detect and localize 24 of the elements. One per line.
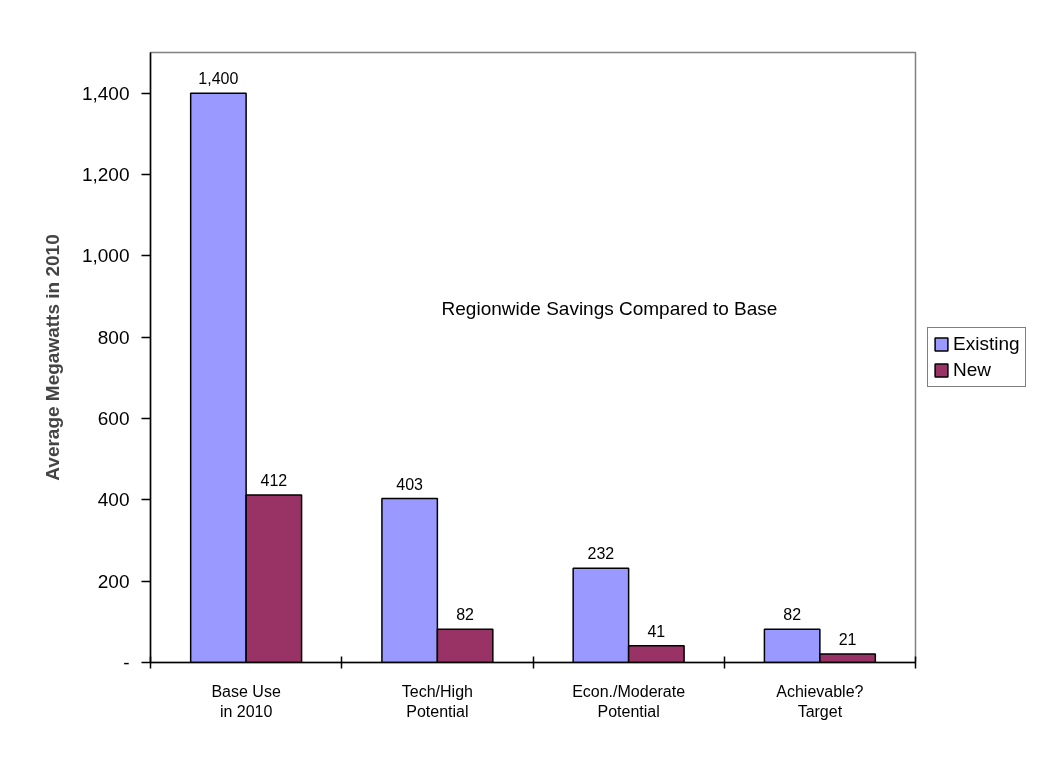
y-axis-title: Average Megawatts in 2010 xyxy=(41,234,63,481)
y-tick-label: 400 xyxy=(97,489,130,511)
data-label: 1,400 xyxy=(198,70,239,88)
y-tick-label: 600 xyxy=(97,408,130,429)
data-label: 82 xyxy=(783,606,802,624)
x-tick-label: Econ./Moderate Potential xyxy=(572,682,686,720)
annotation: Regionwide Savings Compared to Base xyxy=(441,298,778,320)
legend-label: New xyxy=(953,359,992,381)
y-tick-label: 200 xyxy=(97,570,130,592)
legend-label: Existing xyxy=(953,333,1020,355)
data-label: 41 xyxy=(647,622,666,640)
y-tick-label: 1,400 xyxy=(81,82,130,104)
x-tick-label: Achievable? Target xyxy=(776,682,864,720)
x-tick-label: Tech/High Potential xyxy=(401,682,473,720)
data-label: 232 xyxy=(587,545,615,563)
data-label: 403 xyxy=(396,475,424,493)
y-tick-label: 800 xyxy=(97,326,130,348)
y-tick-label: - xyxy=(123,652,130,673)
y-tick-label: 1,200 xyxy=(81,164,130,185)
data-label: 412 xyxy=(260,471,288,489)
y-tick-label: 1,000 xyxy=(81,245,130,267)
data-label: 82 xyxy=(456,606,475,624)
data-label: 21 xyxy=(838,630,857,648)
x-tick-label: Base Use in 2010 xyxy=(211,682,281,720)
